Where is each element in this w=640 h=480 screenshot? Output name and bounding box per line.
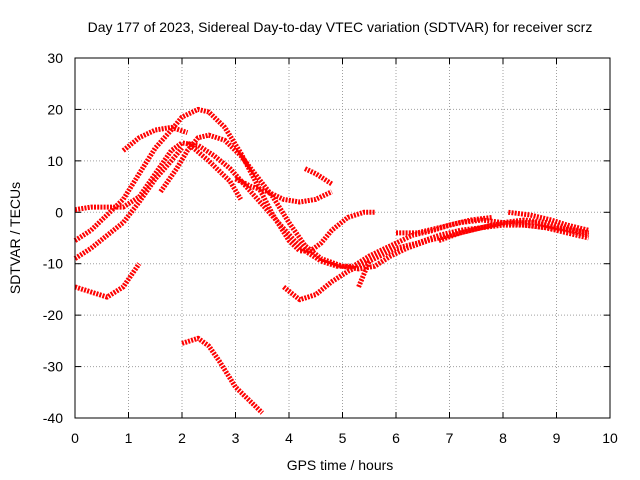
x-tick-label: 3 [232,430,240,446]
y-tick-label: 10 [47,153,63,169]
data-series [73,106,590,415]
x-tick-label: 10 [602,430,618,446]
series-arc-11 [303,166,334,187]
x-axis-label: GPS time / hours [287,457,394,473]
x-tick-label: 6 [392,430,400,446]
x-tick-label: 4 [285,430,293,446]
y-tick-label: -10 [43,256,63,272]
series-arc-3 [73,146,184,261]
y-tick-label: 20 [47,101,63,117]
series-arc-12 [356,260,372,288]
grid [75,58,610,418]
y-tick-label: -30 [43,359,63,375]
y-axis-label: SDTVAR / TECUs [7,182,23,294]
series-arc-5 [74,262,142,300]
y-tick-label: 30 [47,50,63,66]
series-arc-2 [73,106,375,254]
y-tick-label: -40 [43,410,63,426]
x-tick-label: 5 [339,430,347,446]
series-arc-8 [234,176,333,205]
x-tick-label: 1 [125,430,133,446]
plot-frame [74,57,611,419]
series-arc-10 [282,222,590,303]
series-arc-7 [181,335,265,415]
series-arc-15 [396,217,590,241]
chart-title: Day 177 of 2023, Sidereal Day-to-day VTE… [88,19,593,35]
x-tick-label: 9 [553,430,561,446]
series-arc-6 [158,132,589,272]
x-tick-label: 2 [178,430,186,446]
y-tick-label: -20 [43,307,63,323]
x-tick-label: 8 [499,430,507,446]
series-arc-9 [185,140,243,201]
series-arc-13 [437,217,590,243]
series-arc-4 [121,124,189,153]
x-tick-label: 0 [71,430,79,446]
x-tick-label: 7 [446,430,454,446]
y-tick-label: 0 [55,204,63,220]
series-arc-14 [507,209,590,233]
